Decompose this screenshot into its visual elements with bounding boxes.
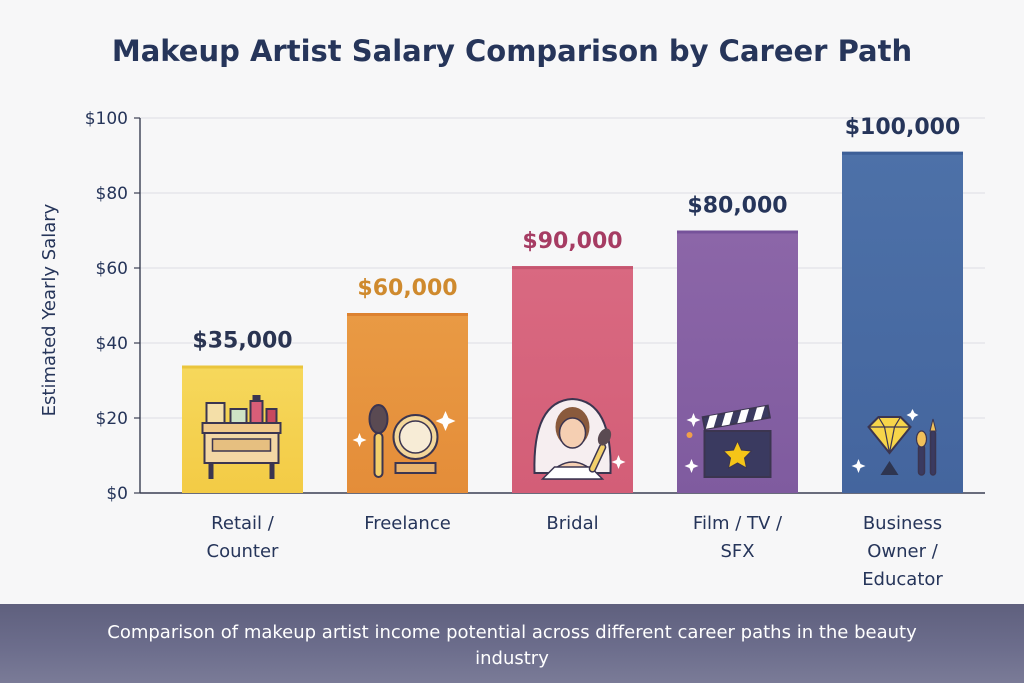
value-label: $90,000 <box>522 229 622 254</box>
chart-title: Makeup Artist Salary Comparison by Caree… <box>111 34 913 68</box>
value-label: $35,000 <box>192 329 292 354</box>
bar-icons <box>201 395 937 480</box>
y-tick-label: $0 <box>106 484 128 504</box>
value-label: $80,000 <box>687 194 787 219</box>
caption-band <box>0 604 1024 683</box>
y-tick-label: $40 <box>96 334 128 354</box>
category-label: Owner / <box>867 541 938 562</box>
category-label: Bridal <box>546 513 598 534</box>
y-axis-title: Estimated Yearly Salary <box>39 203 60 416</box>
category-label: Film / TV / <box>693 513 783 534</box>
value-label: $100,000 <box>845 115 961 140</box>
bar-top-edge <box>182 365 303 369</box>
bar-chart: $0 $20 $40 $60 $80 $100 $35,000 Retail / Counte… <box>39 109 985 590</box>
bar-top-edge <box>677 230 798 234</box>
labels: $35,000 Retail / Counter $60,000 Freelance $9… <box>192 115 960 590</box>
category-label: Counter <box>207 541 280 562</box>
y-tick-label: $100 <box>85 109 128 129</box>
value-label: $60,000 <box>357 276 457 301</box>
category-label: Freelance <box>364 513 451 534</box>
category-label: Retail / <box>211 513 275 534</box>
bar-top-edge <box>347 313 468 316</box>
bar-4 <box>842 151 963 493</box>
y-tick-label: $80 <box>96 184 128 204</box>
bride-icon <box>533 397 626 480</box>
category-label: Educator <box>862 569 943 590</box>
category-label: Business <box>863 513 942 534</box>
brush-and-mirror-icon <box>352 404 456 478</box>
y-tick-label: $20 <box>96 409 128 429</box>
caption: Comparison of makeup artist income poten… <box>107 622 917 669</box>
y-tick-label: $60 <box>96 259 128 279</box>
y-axis: $0 $20 $40 $60 $80 $100 <box>85 109 985 504</box>
bar-top-edge <box>512 266 633 270</box>
cosmetics-vanity-icon <box>201 395 282 479</box>
clapperboard-icon <box>684 404 772 478</box>
diamond-and-brushes-icon <box>851 409 937 476</box>
bar-top-edge <box>842 151 963 155</box>
category-label: SFX <box>720 541 754 562</box>
